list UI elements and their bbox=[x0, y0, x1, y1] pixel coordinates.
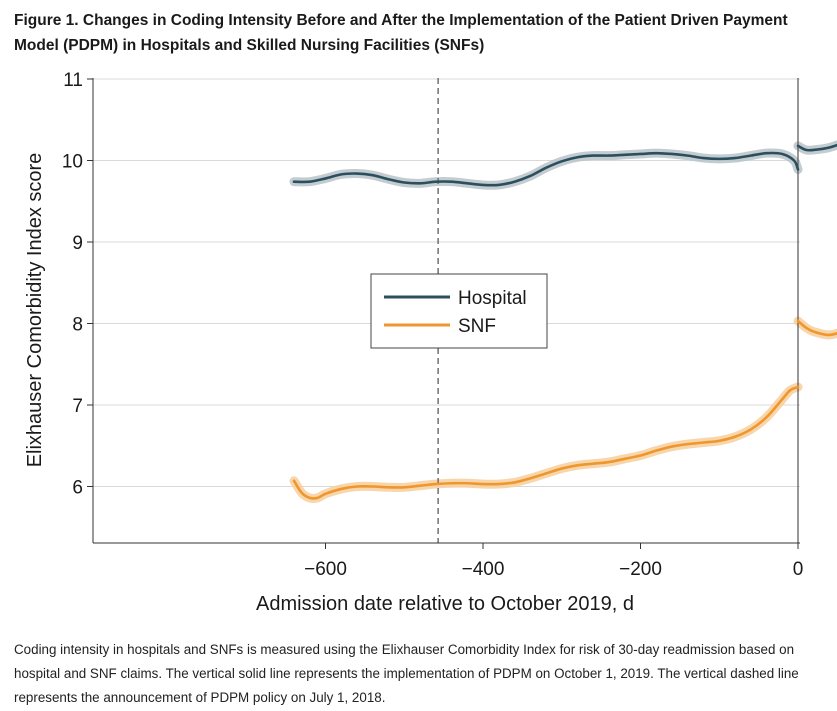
series-lines bbox=[292, 143, 837, 500]
y-tick-label: 8 bbox=[72, 315, 83, 336]
legend-label-snf: SNF bbox=[458, 316, 496, 337]
axes bbox=[92, 78, 800, 544]
x-tick-label: 0 bbox=[793, 559, 804, 580]
hospital-line-pre bbox=[292, 151, 800, 187]
x-axis-label: Admission date relative to October 2019,… bbox=[256, 593, 634, 615]
y-tick-label: 11 bbox=[63, 70, 83, 91]
legend-box bbox=[370, 273, 548, 349]
y-tick-label: 7 bbox=[72, 396, 83, 417]
y-tick-label: 6 bbox=[72, 478, 83, 499]
x-tick-label: −200 bbox=[619, 559, 662, 580]
snf-band-pre bbox=[289, 382, 803, 503]
snf-line-post bbox=[796, 319, 837, 337]
x-tick-label: −600 bbox=[304, 559, 347, 580]
x-tick-label: −400 bbox=[462, 559, 505, 580]
snf-band-post bbox=[793, 316, 837, 340]
figure-caption: Coding intensity in hospitals and SNFs i… bbox=[14, 642, 799, 705]
hospital-line-post bbox=[796, 143, 837, 152]
legend-label-hospital: Hospital bbox=[458, 288, 527, 309]
snf-line-pre bbox=[292, 385, 800, 500]
y-tick-label: 10 bbox=[62, 152, 83, 173]
y-tick-label: 9 bbox=[72, 233, 83, 254]
figure-title: Figure 1. Changes in Coding Intensity Be… bbox=[14, 12, 788, 54]
y-axis-label: Elixhauser Comorbidity Index score bbox=[24, 153, 46, 468]
legend: Hospital SNF bbox=[370, 273, 548, 349]
